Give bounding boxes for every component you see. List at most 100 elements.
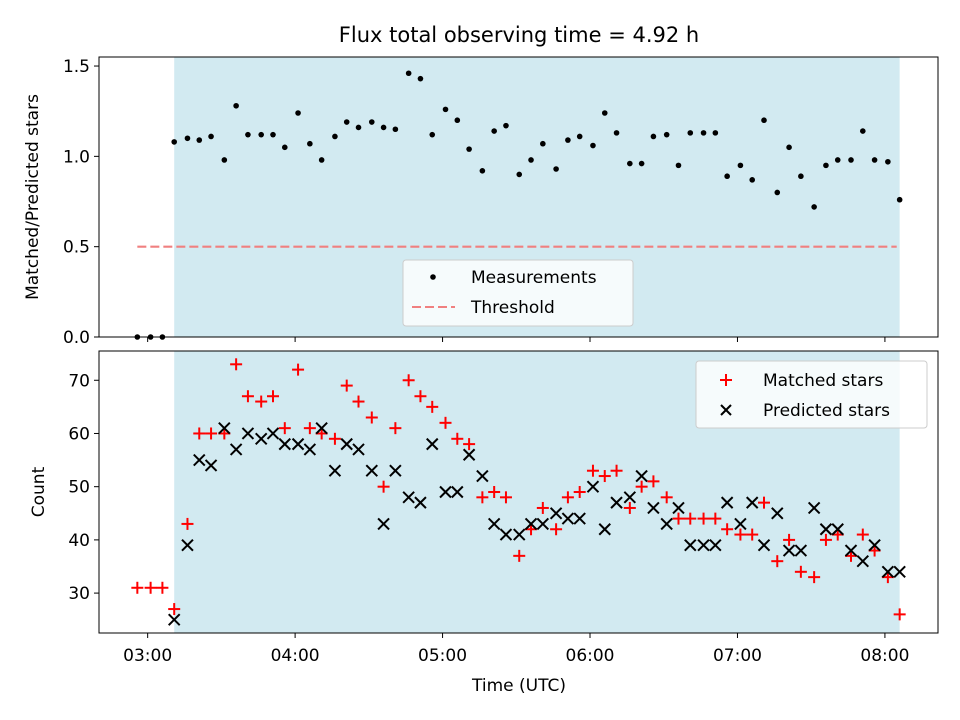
predicted-star-point <box>451 485 464 499</box>
measurement-point <box>675 162 682 169</box>
predicted-marker-stroke <box>365 464 378 477</box>
matched-star-point <box>623 501 636 514</box>
predicted-marker-stroke <box>610 496 623 509</box>
predicted-star-point <box>598 523 611 536</box>
measurement-point <box>590 142 596 149</box>
matched-star-point <box>808 571 821 584</box>
predicted-star-point <box>218 421 231 435</box>
predicted-star-point <box>439 485 452 499</box>
measurement-point <box>896 196 903 203</box>
predicted-star-point <box>672 501 685 515</box>
predicted-marker-stroke <box>549 507 563 520</box>
top-y-tick-label: 0.0 <box>63 328 90 348</box>
predicted-star-point <box>204 459 218 472</box>
measurement-point <box>245 131 251 138</box>
top-y-tick-label: 1.5 <box>63 57 90 77</box>
matched-star-point <box>758 496 771 509</box>
measurement-point <box>417 75 424 82</box>
predicted-star-point <box>573 512 586 525</box>
measurement-point <box>540 140 546 147</box>
chart-title: Flux total observing time = 4.92 h <box>339 23 699 47</box>
bottom-y-axis-label: Count <box>29 466 49 517</box>
measurement-point <box>871 157 878 163</box>
measurement-point <box>233 102 239 109</box>
predicted-marker-stroke <box>819 523 833 536</box>
matched-star-point <box>156 581 169 594</box>
measurement-point <box>737 162 744 169</box>
predicted-star-point <box>266 427 280 440</box>
predicted-marker-stroke <box>291 437 305 451</box>
predicted-star-point <box>476 469 489 483</box>
measurement-point <box>405 70 412 77</box>
measurement-point <box>749 177 756 183</box>
matched-star-point <box>451 432 464 445</box>
measurement-point <box>516 171 523 178</box>
predicted-marker-stroke <box>328 464 342 477</box>
predicted-star-point <box>807 501 821 515</box>
matched-star-point <box>230 358 243 371</box>
legend-matched-label: Matched stars <box>763 371 883 391</box>
measurement-point <box>553 166 559 172</box>
top-legend: Measurements Threshold <box>402 259 634 327</box>
measurement-point <box>208 133 214 140</box>
matched-star-point <box>303 422 316 435</box>
predicted-star-point <box>782 544 796 557</box>
predicted-marker-stroke <box>573 512 586 525</box>
predicted-star-point <box>167 613 181 626</box>
measurement-point <box>774 189 781 196</box>
measurement-point <box>700 130 707 136</box>
predicted-marker-stroke <box>856 554 870 568</box>
matched-star-point <box>144 581 157 594</box>
predicted-star-point <box>352 443 365 456</box>
bottom-x-tick-label: 06:00 <box>566 646 615 666</box>
matched-star-point <box>610 464 623 477</box>
matched-star-point <box>205 427 218 440</box>
measurement-point <box>859 128 866 134</box>
matched-star-point <box>365 411 378 424</box>
matched-star-point <box>893 608 906 621</box>
predicted-marker-stroke <box>734 517 747 531</box>
matched-star-point <box>783 533 796 546</box>
bottom-axes-frame <box>98 350 939 634</box>
measurement-point <box>368 119 375 125</box>
measurement-point <box>601 110 608 116</box>
legend-matched-marker <box>720 374 732 386</box>
predicted-marker-stroke <box>684 539 697 552</box>
predicted-star-point <box>720 496 734 509</box>
matched-star-point <box>598 470 611 483</box>
predicted-star-point <box>684 539 697 552</box>
predicted-marker-stroke <box>513 528 526 541</box>
matched-star-point <box>819 533 832 546</box>
measurement-point <box>761 117 767 124</box>
predicted-star-point <box>241 427 255 440</box>
x-axis-label: Time (UTC) <box>471 676 566 696</box>
predicted-marker-stroke <box>204 459 218 472</box>
measurement-point <box>724 173 730 180</box>
measurement-point <box>650 133 657 140</box>
measurement-point <box>429 131 436 138</box>
predicted-marker-stroke <box>893 565 906 579</box>
bottom-y-tick-label: 70 <box>68 371 90 391</box>
matched-star-point <box>550 523 563 536</box>
measurement-point <box>392 126 399 133</box>
bottom-x-tick-label: 08:00 <box>860 646 909 666</box>
predicted-marker-stroke <box>229 443 243 456</box>
predicted-marker-stroke <box>598 523 611 536</box>
predicted-star-point <box>586 480 600 493</box>
measurement-point <box>281 144 288 151</box>
predicted-marker-stroke <box>844 544 858 557</box>
measurement-point <box>687 130 694 136</box>
predicted-marker-stroke <box>782 544 796 557</box>
measurement-point <box>258 131 264 138</box>
legend-measurements-marker <box>430 274 436 280</box>
matched-star-point <box>181 517 194 530</box>
bottom-x-tick-label: 07:00 <box>713 646 762 666</box>
predicted-star-point <box>831 523 844 536</box>
predicted-marker-stroke <box>746 496 759 509</box>
predicted-marker-stroke <box>426 437 439 451</box>
predicted-star-point <box>561 512 575 525</box>
measurement-point <box>442 106 449 113</box>
predicted-star-point <box>623 491 637 504</box>
predicted-marker-stroke <box>536 517 550 531</box>
